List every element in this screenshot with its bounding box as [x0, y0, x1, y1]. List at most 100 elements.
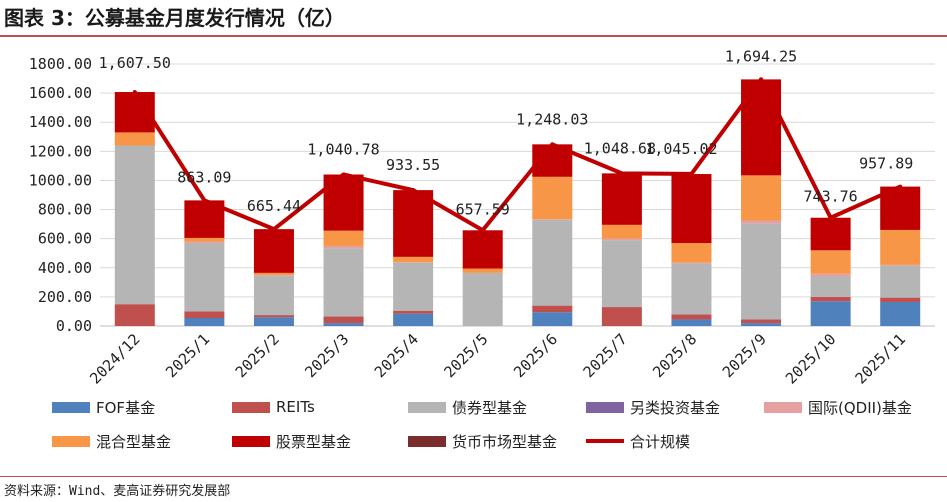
bar-segment-bond: [532, 219, 573, 306]
legend-label-mixed: 混合型基金: [96, 432, 172, 451]
bar-segment-mixed: [462, 268, 503, 273]
bar-segment-bond: [184, 243, 225, 312]
y-tick-label: 200.00: [38, 288, 92, 306]
bar-segment-FOF: [393, 313, 434, 326]
bar-segment-REITs: [880, 297, 921, 302]
bar-segment-bond: [114, 145, 155, 305]
bar-segment-FOF: [741, 323, 782, 326]
bar-segment-qdii: [323, 245, 364, 249]
total-data-label: 657.59: [456, 200, 510, 218]
bar-segment-qdii: [601, 238, 642, 241]
bar-segment-equity: [601, 173, 642, 225]
source-divider: [0, 476, 947, 477]
total-point: [132, 90, 137, 95]
bar-segment-REITs: [601, 307, 642, 326]
legend-swatch-reits: [232, 401, 270, 413]
bar-segment-FOF: [184, 317, 225, 326]
legend-label-fof: FOF基金: [96, 398, 156, 417]
bar-segment-FOF: [323, 323, 364, 326]
bar-segment-mixed: [880, 229, 921, 265]
legend-item-bond: 债券型基金: [408, 396, 527, 418]
total-data-label: 1,048.68: [584, 139, 656, 157]
total-point: [898, 184, 903, 189]
bar-segment-equity: [671, 174, 712, 244]
total-data-label: 1,248.03: [516, 110, 588, 128]
bar-segment-bond: [601, 240, 642, 308]
total-data-label: 957.89: [859, 155, 913, 173]
legend-label-alt: 另类投资基金: [630, 398, 721, 417]
legend-label-qdii: 国际(QDII)基金: [808, 398, 912, 417]
legend-swatch-fof: [52, 401, 90, 413]
bar-segment-equity: [741, 79, 782, 176]
legend-swatch-qdii: [764, 401, 802, 413]
total-data-label: 1,045.02: [645, 140, 717, 158]
bar-segment-REITs: [671, 314, 712, 320]
legend-label-bond: 债券型基金: [452, 398, 528, 417]
total-point: [411, 188, 416, 193]
total-line: [133, 77, 902, 233]
bar-segment-bond: [741, 223, 782, 320]
bar-segment-REITs: [253, 315, 294, 318]
x-tick-label: 2025/1: [162, 330, 213, 381]
bar-segment-qdii: [184, 241, 225, 244]
bar-segment-equity: [462, 230, 503, 269]
total-point: [202, 198, 207, 203]
bar-segment-qdii: [253, 275, 294, 276]
bar-segment-mixed: [393, 256, 434, 262]
total-point: [689, 171, 694, 176]
legend-swatch-mixed: [52, 435, 90, 447]
bar-segment-REITs: [532, 305, 573, 313]
bar-segment-mixed: [114, 132, 155, 146]
legend-label-equity: 股票型基金: [276, 432, 352, 451]
bar-segment-REITs: [741, 319, 782, 324]
total-point: [271, 227, 276, 232]
bar-segment-mixed: [184, 237, 225, 242]
x-tick-label: 2024/12: [86, 330, 143, 387]
total-point: [759, 77, 764, 82]
bar-segment-FOF: [671, 319, 712, 326]
chart-title: 图表 3：公募基金月度发行情况（亿）: [4, 6, 345, 30]
legend-swatch-bond: [408, 401, 446, 413]
x-tick-label: 2025/6: [510, 330, 561, 381]
total-point: [619, 171, 624, 176]
legend-label-total: 合计规模: [630, 432, 691, 451]
bar-segment-mixed: [601, 224, 642, 239]
bar-segment-FOF: [253, 317, 294, 326]
bar-segment-bond: [880, 265, 921, 298]
total-data-label: 1,607.50: [99, 54, 171, 72]
y-tick-label: 1800.00: [29, 55, 92, 73]
bar-segment-REITs: [810, 296, 851, 302]
bar-segment-bond: [671, 263, 712, 315]
bar-segment-equity: [323, 174, 364, 231]
bar-segment-mixed: [810, 250, 851, 274]
total-data-label: 1,694.25: [725, 47, 797, 65]
bar-segment-mixed: [532, 176, 573, 220]
bar-segment-bond: [253, 275, 294, 316]
x-tick-label: 2025/5: [440, 330, 491, 381]
legend-item-qdii: 国际(QDII)基金: [764, 396, 912, 418]
bar-segment-bond: [462, 272, 503, 326]
bar-segment-qdii: [741, 220, 782, 224]
bar-segment-FOF: [810, 301, 851, 326]
bar-segment-REITs: [114, 304, 155, 326]
x-tick-label: 2025/4: [371, 330, 422, 381]
bar-segment-qdii: [810, 273, 851, 277]
legend-label-money: 货币市场型基金: [452, 432, 558, 451]
bar-segment-bond: [323, 248, 364, 317]
bar-segment-equity: [810, 217, 851, 251]
bar-segment-equity: [253, 229, 294, 273]
total-data-label: 863.09: [177, 168, 231, 186]
x-tick-label: 2025/2: [232, 330, 283, 381]
y-tick-label: 0.00: [56, 317, 92, 335]
legend-item-reits: REITs: [232, 396, 315, 418]
legend-swatch-equity: [232, 435, 270, 447]
bar-segment-qdii: [671, 262, 712, 264]
total-data-label: 665.44: [247, 197, 301, 215]
x-tick-label: 2025/3: [301, 330, 352, 381]
y-tick-label: 400.00: [38, 259, 92, 277]
y-tick-label: 800.00: [38, 201, 92, 219]
total-point: [550, 142, 555, 147]
legend-item-equity: 股票型基金: [232, 430, 351, 452]
y-tick-label: 600.00: [38, 230, 92, 248]
total-point: [341, 172, 346, 177]
